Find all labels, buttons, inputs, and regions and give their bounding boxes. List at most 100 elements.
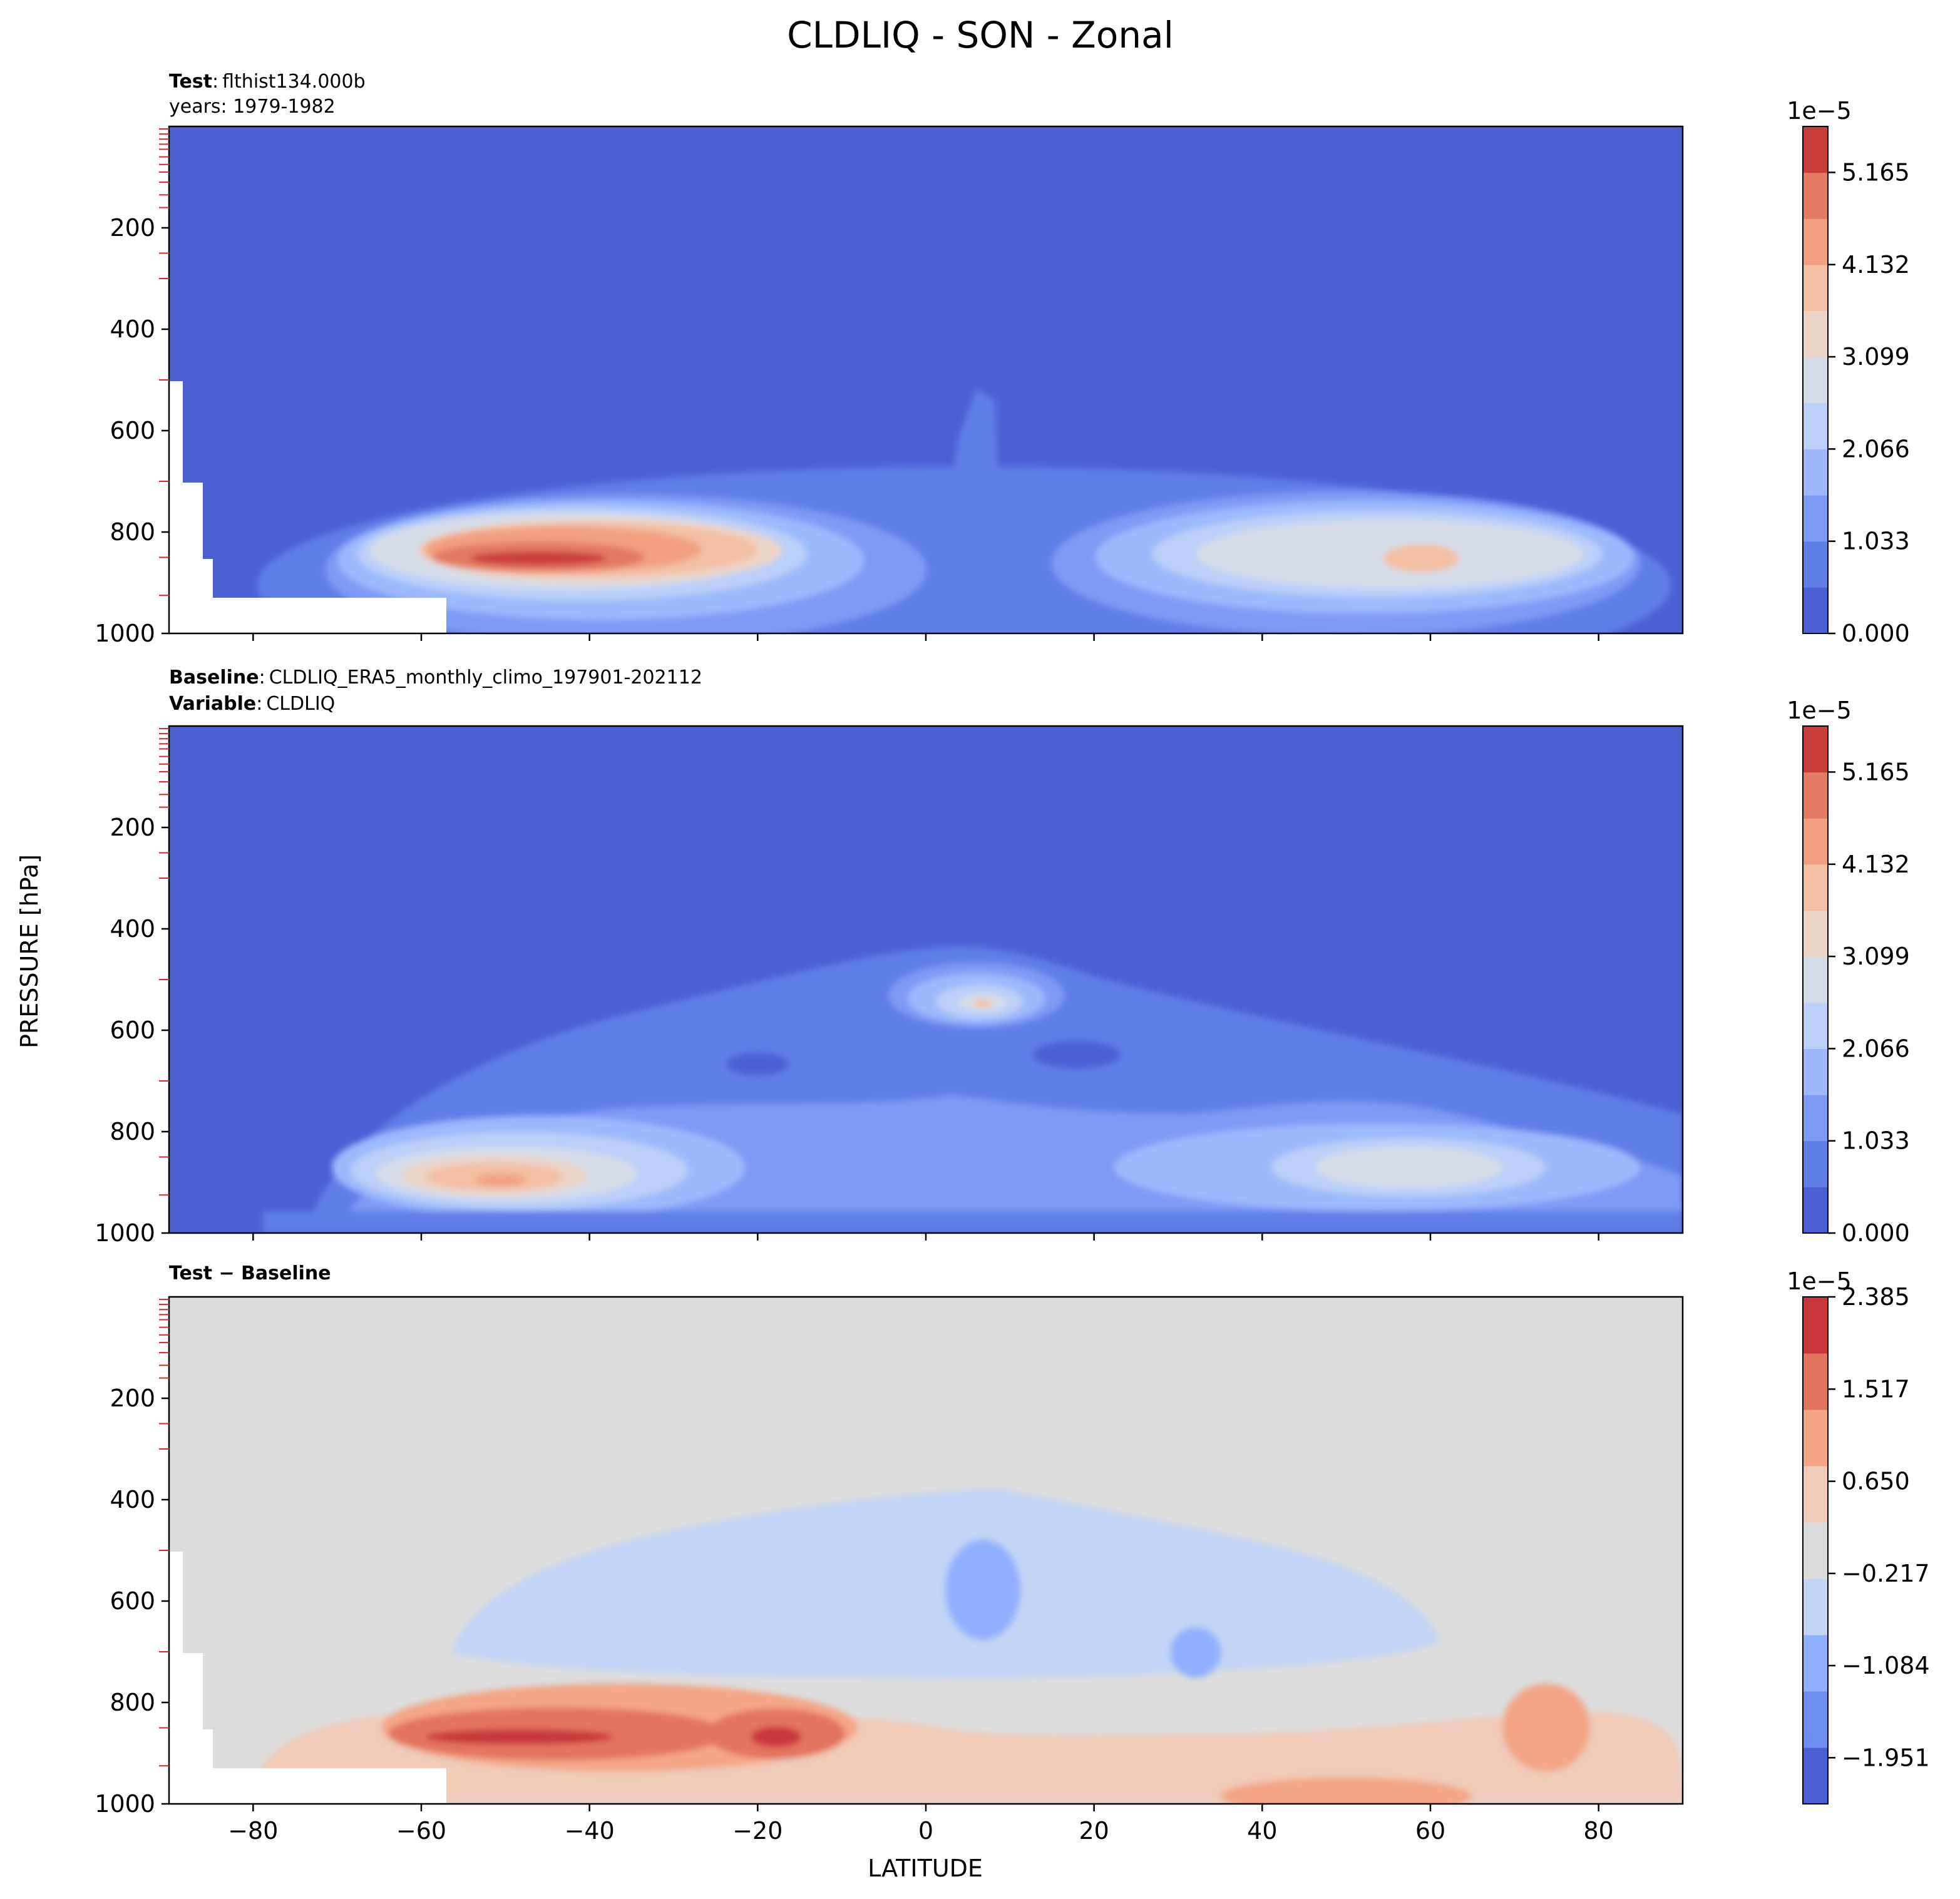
colorbar-level: [1803, 772, 1828, 819]
y-tick-label: 800: [110, 1689, 155, 1716]
difference-contour-sh-positive-4: [426, 1729, 613, 1744]
y-tick-label: 400: [110, 315, 155, 343]
colorbar-tick-label: 1.033: [1842, 528, 1910, 555]
panel-test: Test: flthist134.000b years: 1979-1982: [95, 71, 1910, 647]
colorbar-tick-label: −1.084: [1842, 1652, 1930, 1679]
colorbar-frame: [1802, 1296, 1829, 1804]
panel-test-annotation-2: years: 1979-1982: [169, 96, 336, 118]
x-tick-label: 20: [1079, 1817, 1109, 1845]
colorbar-level: [1803, 218, 1828, 265]
baseline-contour-nh-level-5: [1315, 1146, 1502, 1189]
baseline-contour-subtropic-dry-slot-2: [1033, 1041, 1121, 1068]
colorbar-tick-label: 5.165: [1842, 158, 1910, 186]
colorbar-exponent: 1e−5: [1787, 1267, 1852, 1295]
y-tick-label: 1000: [95, 1219, 155, 1247]
y-tick-label: 600: [110, 417, 155, 444]
difference-contour-nh-negative-2: [1171, 1627, 1221, 1677]
colorbar-tick-label: −0.217: [1842, 1560, 1930, 1587]
colorbar-level: [1803, 172, 1828, 219]
colorbar-level: [1803, 864, 1828, 911]
colorbar-level: [1803, 1410, 1828, 1466]
colorbar-tick-label: 2.385: [1842, 1283, 1910, 1311]
baseline-contour-subtropic-dry-slot-1: [726, 1053, 789, 1075]
colorbar-level: [1803, 1002, 1828, 1049]
panel-baseline-x-ticks: [252, 1233, 1599, 1241]
panel-test-field: [169, 126, 1683, 633]
x-tick-label: 0: [918, 1817, 933, 1845]
colorbar-exponent: 1e−5: [1787, 97, 1852, 125]
colorbar-tick-label: −1.951: [1842, 1744, 1930, 1771]
colorbar-level: [1803, 402, 1828, 449]
colorbar-level: [1803, 1748, 1828, 1804]
x-tick-label: 40: [1247, 1817, 1277, 1845]
baseline-contour-surface-layer: [263, 1211, 1683, 1233]
colorbar-level: [1803, 1691, 1828, 1748]
colorbar-tick-label: 3.099: [1842, 343, 1910, 371]
colorbar-level: [1803, 818, 1828, 865]
y-tick-label: 600: [110, 1587, 155, 1615]
y-tick-label: 200: [110, 814, 155, 841]
colorbar-level: [1803, 495, 1828, 542]
colorbar-frame: [1802, 725, 1829, 1234]
colorbar-frame: [1802, 126, 1829, 634]
colorbar-tick-label: 0.000: [1842, 620, 1910, 647]
colorbar-level: [1803, 541, 1828, 588]
colorbar-tick-label: 0.000: [1842, 1219, 1910, 1247]
y-tick-label: 400: [110, 915, 155, 943]
test-masked-terrain: [169, 381, 446, 633]
panel-difference-field: [169, 1297, 1683, 1804]
difference-contour-nh-positive-2: [1502, 1684, 1590, 1771]
panel-difference-annotation: Test − Baseline: [169, 1262, 331, 1284]
x-tick-label: 80: [1583, 1817, 1613, 1845]
colorbar-level: [1803, 1353, 1828, 1410]
colorbar-tick-label: 2.066: [1842, 435, 1910, 463]
colorbar-level: [1803, 956, 1828, 1003]
colorbar-tick-label: 4.132: [1842, 251, 1910, 279]
panel-test-colorbar: 0.000 1.033 2.066 3.099 4.132 5.165 1e−5: [1787, 97, 1910, 647]
panel-difference-y-ticks: 200 400 600 800 1000: [95, 1299, 169, 1818]
colorbar-level: [1803, 910, 1828, 957]
test-contour-tropical-plume: [942, 388, 1002, 551]
y-tick-label: 1000: [95, 1790, 155, 1818]
difference-contour-sh-positive-4b: [751, 1727, 801, 1747]
colorbar-level: [1803, 726, 1828, 773]
colorbar-level: [1803, 126, 1828, 173]
colorbar-tick-label: 4.132: [1842, 851, 1910, 878]
colorbar-level: [1803, 1048, 1828, 1095]
panel-baseline-annotation-2: Variable: CLDLIQ: [169, 693, 335, 715]
panel-baseline-colorbar: 0.000 1.033 2.066 3.099 4.132 5.165 1e−5: [1787, 697, 1910, 1247]
panel-baseline-field: [169, 726, 1683, 1233]
colorbar-level: [1803, 1522, 1828, 1579]
x-tick-label: −20: [732, 1817, 782, 1845]
colorbar-level: [1803, 1095, 1828, 1142]
x-tick-label: 60: [1415, 1817, 1445, 1845]
colorbar-level: [1803, 1187, 1828, 1234]
x-axis-label: LATITUDE: [868, 1855, 983, 1882]
colorbar-level: [1803, 1140, 1828, 1187]
panel-baseline-annotation-1: Baseline: CLDLIQ_ERA5_monthly_climo_19790…: [169, 667, 702, 688]
panel-test-x-ticks: [252, 633, 1599, 641]
colorbar-tick-label: 0.650: [1842, 1468, 1910, 1495]
panel-baseline-y-ticks: 200 400 600 800 1000: [95, 728, 169, 1247]
colorbar-level: [1803, 1466, 1828, 1523]
y-tick-label: 600: [110, 1016, 155, 1044]
y-tick-label: 400: [110, 1486, 155, 1513]
figure-title: CLDLIQ - SON - Zonal: [787, 14, 1174, 56]
colorbar-tick-label: 1.517: [1842, 1375, 1910, 1403]
colorbar-level: [1803, 357, 1828, 404]
x-tick-label: −60: [396, 1817, 446, 1845]
colorbar-tick-label: 5.165: [1842, 758, 1910, 786]
panel-difference-x-ticks: −80 −60 −40 −20 0 20 40 60 80: [228, 1804, 1614, 1845]
difference-masked-terrain: [169, 1552, 446, 1804]
colorbar-tick-label: 2.066: [1842, 1035, 1910, 1062]
baseline-contour-upper-tropics-level-6: [973, 1000, 993, 1007]
y-tick-label: 1000: [95, 620, 155, 647]
y-tick-label: 800: [110, 518, 155, 546]
colorbar-level: [1803, 1579, 1828, 1635]
panel-test-annotation-1: Test: flthist134.000b: [169, 71, 366, 93]
y-tick-label: 200: [110, 1385, 155, 1412]
colorbar-level: [1803, 264, 1828, 312]
test-contour-nh-level-6: [1383, 545, 1459, 572]
